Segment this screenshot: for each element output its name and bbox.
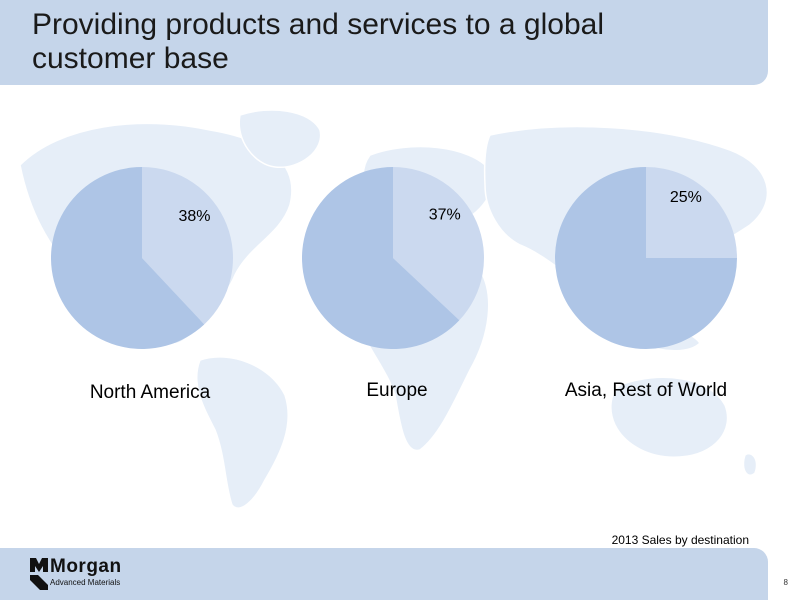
map-new-zealand — [742, 453, 758, 476]
pie-title: Europe — [366, 380, 427, 401]
pie-chart: 25% Asia, Rest of World — [555, 167, 737, 401]
pie-chart: 37% Europe — [302, 167, 485, 401]
morgan-logo-mark-icon — [30, 558, 48, 590]
slide-footer — [0, 548, 768, 600]
chart-caption: 2013 Sales by destination — [611, 533, 749, 547]
slide-header: Providing products and services to a glo… — [0, 0, 768, 85]
page-number: 8 — [783, 578, 788, 587]
logo-name: Morgan — [50, 556, 122, 577]
map-australia — [610, 376, 729, 458]
pie-slice — [302, 167, 460, 349]
pie-title: North America — [90, 382, 211, 403]
morgan-logo: Morgan Advanced Materials — [30, 556, 190, 592]
slide-title: Providing products and services to a glo… — [32, 8, 604, 75]
pie-slice-label: 25% — [670, 189, 702, 206]
map-south-america — [195, 356, 289, 509]
pie-slice — [646, 167, 737, 258]
pie-slice-label: 38% — [178, 208, 210, 225]
pie-slice — [51, 167, 205, 350]
pie-chart: 38% North America — [51, 167, 234, 403]
pie-slice — [555, 167, 737, 349]
pie-slice-label: 37% — [429, 207, 461, 224]
pie-title: Asia, Rest of World — [565, 380, 727, 401]
logo-subtitle: Advanced Materials — [50, 578, 121, 587]
pie-slice — [142, 167, 234, 325]
pie-slice — [393, 167, 485, 321]
map-greenland — [238, 109, 322, 168]
